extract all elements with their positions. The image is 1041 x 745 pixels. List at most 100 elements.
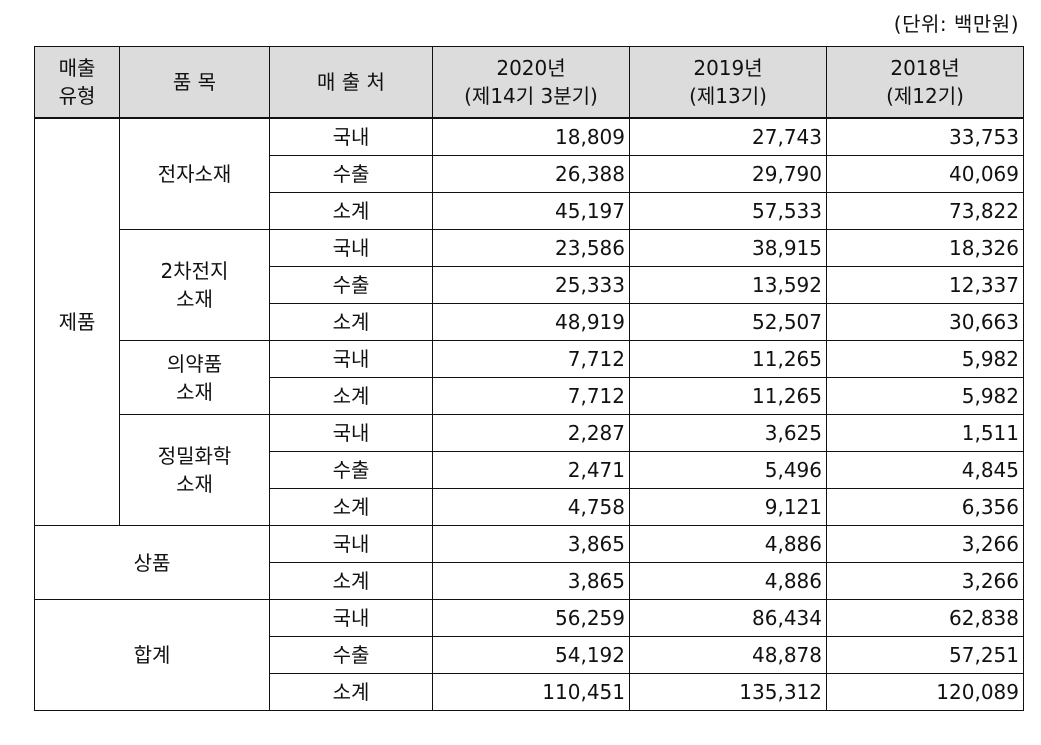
destination-cell: 소계 — [269, 377, 433, 415]
value-cell: 38,915 — [629, 229, 827, 267]
value-cell: 4,758 — [432, 488, 630, 526]
value-cell: 3,865 — [432, 525, 630, 563]
header-period-year: 2018년 — [890, 56, 960, 80]
sales-type-cell: 제품 — [34, 117, 120, 526]
value-cell: 11,265 — [629, 377, 827, 415]
value-cell: 7,712 — [432, 377, 630, 415]
destination-cell: 국내 — [269, 414, 433, 452]
value-cell: 45,197 — [432, 192, 630, 230]
value-cell: 73,822 — [826, 192, 1024, 230]
value-cell: 5,982 — [826, 340, 1024, 378]
header-period-2020: 2020년 (제14기 3분기) — [432, 46, 630, 119]
value-cell: 48,919 — [432, 303, 630, 341]
table-row: 수출 2,471 5,496 4,845 — [35, 451, 1024, 489]
value-cell: 33,753 — [826, 117, 1024, 156]
item-name-line: 정밀화학 — [157, 444, 232, 468]
header-period-year: 2019년 — [693, 56, 763, 80]
value-cell: 3,266 — [826, 525, 1024, 563]
item-name-line: 의약품 — [166, 351, 223, 376]
header-item: 품 목 — [119, 46, 270, 119]
value-cell: 6,356 — [826, 488, 1024, 526]
table-row: 정밀화학 소재 국내 2,287 3,625 1,511 — [35, 414, 1024, 526]
value-cell: 110,451 — [432, 673, 630, 711]
value-cell: 86,434 — [629, 599, 827, 637]
value-cell: 26,388 — [432, 155, 630, 193]
table-row: 수출 25,333 13,592 12,337 — [35, 266, 1024, 304]
unit-note: (단위: 백만원) — [893, 12, 1019, 36]
value-cell: 54,192 — [432, 636, 630, 674]
destination-cell: 수출 — [269, 266, 433, 304]
value-cell: 2,287 — [432, 414, 630, 452]
header-period-sub: (제14기 3분기) — [464, 84, 598, 108]
destination-cell: 수출 — [269, 155, 433, 193]
value-cell: 57,533 — [629, 192, 827, 230]
value-cell: 48,878 — [629, 636, 827, 674]
value-cell: 56,259 — [432, 599, 630, 637]
value-cell: 29,790 — [629, 155, 827, 193]
destination-cell: 국내 — [269, 229, 433, 267]
value-cell: 27,743 — [629, 117, 827, 156]
value-cell: 4,886 — [629, 525, 827, 563]
value-cell: 52,507 — [629, 303, 827, 341]
table-header: 매출 유형 품 목 매 출 처 2020년 (제14기 3분기) 2019년 (… — [34, 46, 1024, 119]
header-destination: 매 출 처 — [269, 46, 433, 119]
table-row: 소계 110,451 135,312 120,089 — [35, 673, 1024, 711]
item-name-line: 2차전지 — [160, 259, 229, 283]
value-cell: 5,496 — [629, 451, 827, 489]
value-cell: 9,121 — [629, 488, 827, 526]
item-name-line: 소재 — [176, 379, 213, 404]
value-cell: 30,663 — [826, 303, 1024, 341]
value-cell: 12,337 — [826, 266, 1024, 304]
header-period-year: 2020년 — [496, 56, 566, 80]
value-cell: 1,511 — [826, 414, 1024, 452]
table-row: 소계 48,919 52,507 30,663 — [35, 303, 1024, 341]
item-name-cell: 전자소재 — [119, 117, 270, 230]
value-cell: 4,845 — [826, 451, 1024, 489]
table-body: 제품 전자소재 국내 18,809 27,743 33,753 수출 26,388 29,790… — [34, 117, 1024, 711]
table-row: 2차전지 소재 국내 23,586 38,915 18,326 — [35, 229, 1024, 341]
header-period-sub: (제13기) — [689, 84, 767, 108]
item-name-line: 소재 — [176, 472, 213, 496]
value-cell: 25,333 — [432, 266, 630, 304]
header-period-sub: (제12기) — [886, 84, 964, 108]
table-row: 상품 국내 3,865 4,886 3,266 — [34, 525, 1024, 600]
header-sales-type: 매출 유형 — [34, 46, 120, 119]
table-row: 의약품 소재 국내 7,712 11,265 5,982 — [35, 340, 1024, 415]
value-cell: 40,069 — [826, 155, 1024, 193]
header-period-2019: 2019년 (제13기) — [629, 46, 827, 119]
value-cell: 62,838 — [826, 599, 1024, 637]
value-cell: 2,471 — [432, 451, 630, 489]
destination-cell: 수출 — [269, 451, 433, 489]
value-cell: 7,712 — [432, 340, 630, 378]
value-cell: 120,089 — [826, 673, 1024, 711]
header-period-2018: 2018년 (제12기) — [826, 46, 1024, 119]
destination-cell: 국내 — [269, 340, 433, 378]
value-cell: 3,865 — [432, 562, 630, 600]
item-name-line: 전자소재 — [157, 162, 232, 186]
value-cell: 11,265 — [629, 340, 827, 378]
table-row: 합계 국내 56,259 86,434 62,838 — [34, 599, 1024, 711]
value-cell: 3,625 — [629, 414, 827, 452]
destination-cell: 소계 — [269, 192, 433, 230]
value-cell: 3,266 — [826, 562, 1024, 600]
item-name-line: 소재 — [176, 287, 213, 311]
table-row: 소계 7,712 11,265 5,982 — [35, 377, 1024, 415]
value-cell: 23,586 — [432, 229, 630, 267]
destination-cell: 국내 — [269, 599, 433, 637]
sales-type-cell: 상품 — [34, 525, 270, 600]
header-sales-type-line: 유형 — [58, 84, 96, 108]
destination-cell: 소계 — [269, 488, 433, 526]
sales-type-cell: 합계 — [34, 599, 270, 711]
destination-cell: 소계 — [269, 303, 433, 341]
value-cell: 57,251 — [826, 636, 1024, 674]
value-cell: 18,809 — [432, 117, 630, 156]
value-cell: 5,982 — [826, 377, 1024, 415]
table-row: 수출 54,192 48,878 57,251 — [35, 636, 1024, 674]
value-cell: 135,312 — [629, 673, 827, 711]
destination-cell: 국내 — [269, 525, 433, 563]
destination-cell: 수출 — [269, 636, 433, 674]
